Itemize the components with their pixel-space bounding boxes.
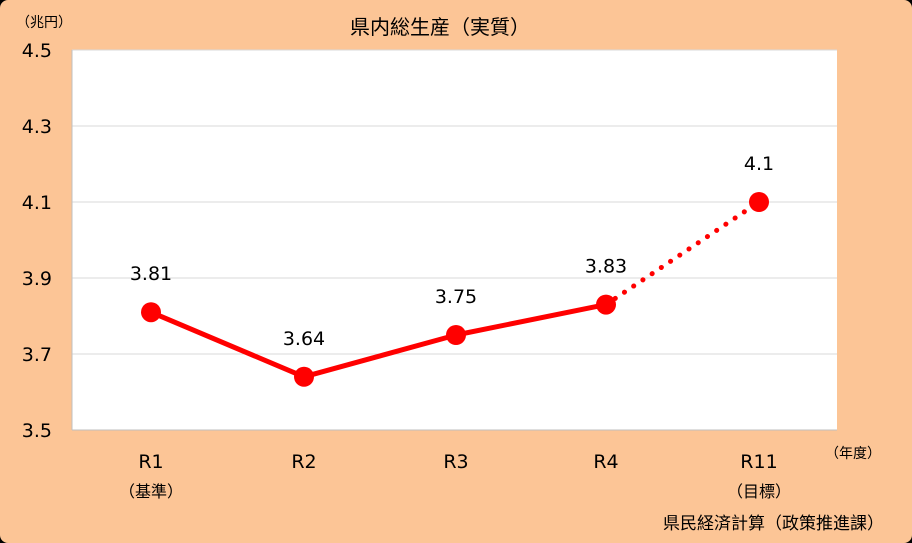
data-point bbox=[294, 366, 314, 387]
x-tick-label: R11 bbox=[740, 451, 777, 473]
y-tick-label: 3.9 bbox=[22, 268, 52, 290]
data-label: 3.81 bbox=[130, 263, 172, 285]
y-tick-label: 3.7 bbox=[22, 344, 52, 366]
data-label: 3.64 bbox=[283, 328, 325, 350]
x-tick-label: R3 bbox=[443, 451, 468, 473]
source-note: 県民経済計算（政策推進課） bbox=[663, 514, 884, 534]
target-series-line bbox=[603, 199, 762, 308]
y-tick-label: 3.5 bbox=[22, 420, 52, 442]
data-label: 3.83 bbox=[585, 256, 627, 278]
plot-area bbox=[72, 50, 837, 430]
data-point bbox=[141, 302, 161, 323]
y-tick-label: 4.1 bbox=[22, 192, 52, 214]
x-unit-label: （年度） bbox=[825, 446, 881, 462]
x-tick-label: R2 bbox=[291, 451, 316, 473]
x-tick-label: R4 bbox=[593, 451, 618, 473]
data-point bbox=[446, 325, 466, 345]
x-tick-sublabel: （目標） bbox=[727, 482, 791, 501]
actual-series-line bbox=[150, 302, 607, 380]
y-tick-label: 4.3 bbox=[22, 116, 52, 138]
data-label: 4.1 bbox=[744, 153, 774, 175]
x-tick-label: R1 bbox=[138, 451, 163, 473]
chart-title: 県内総生産（実質） bbox=[350, 15, 530, 39]
data-point bbox=[596, 294, 616, 315]
data-label: 3.75 bbox=[435, 286, 477, 308]
y-tick-label: 4.5 bbox=[22, 40, 52, 62]
data-point bbox=[749, 192, 769, 212]
x-tick-sublabel: （基準） bbox=[119, 482, 183, 501]
y-unit-label: （兆円） bbox=[16, 15, 72, 31]
